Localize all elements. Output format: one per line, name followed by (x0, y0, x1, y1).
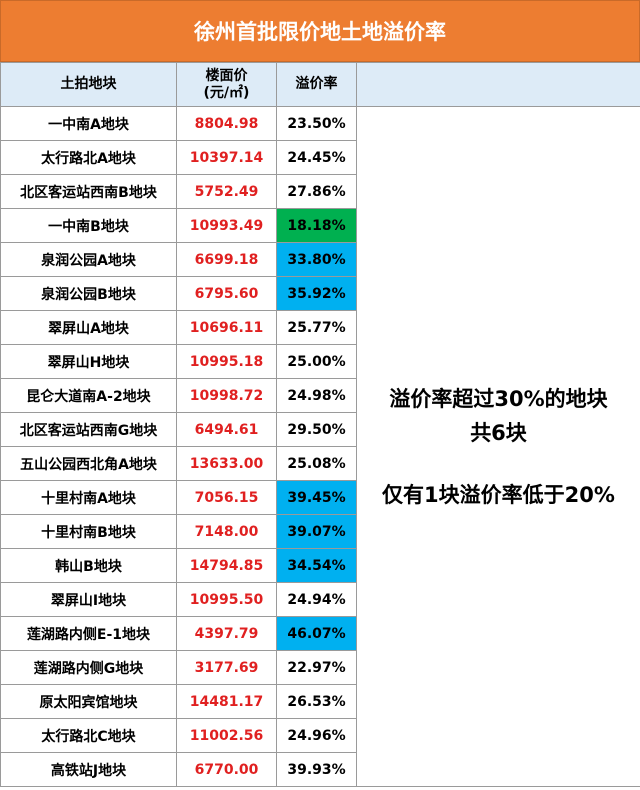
header-premium-rate: 溢价率 (276, 62, 357, 107)
floor-price-cell: 6770.00 (176, 752, 277, 787)
floor-price-cell: 14794.85 (176, 548, 277, 583)
land-name-cell: 莲湖路内侧G地块 (0, 650, 177, 685)
table-row: 北区客运站西南B地块 5752.49 27.86% (0, 174, 640, 209)
header-floor-price-line1: 楼面价 (205, 67, 248, 84)
summary-note-line3: 仅有1块溢价率低于20% (382, 482, 615, 507)
floor-price-cell: 4397.79 (176, 616, 277, 651)
land-name-cell: 泉润公园B地块 (0, 276, 177, 311)
summary-note-line2: 共6块 (470, 420, 527, 445)
premium-rate-cell: 39.45% (276, 480, 357, 515)
land-name-cell: 原太阳宾馆地块 (0, 684, 177, 719)
summary-note: 溢价率超过30%的地块 共6块仅有1块溢价率低于20% (358, 382, 640, 512)
premium-rate-cell: 24.94% (276, 582, 357, 617)
table-row: 一中南A地块 8804.98 23.50% 溢价率超过30%的地块 共6块仅有1块溢价率… (0, 106, 640, 787)
floor-price-cell: 11002.56 (176, 718, 277, 753)
land-name-cell: 昆仑大道南A-2地块 (0, 378, 177, 413)
premium-rate-cell: 25.77% (276, 310, 357, 345)
land-name-cell: 太行路北A地块 (0, 140, 177, 175)
table-row: 莲湖路内侧G地块 3177.69 22.97% (0, 650, 640, 685)
land-name-cell: 一中南A地块 (0, 106, 177, 141)
floor-price-cell: 6795.60 (176, 276, 277, 311)
header-floor-price-line2: (元/㎡) (203, 84, 250, 101)
land-name-cell: 翠屏山H地块 (0, 344, 177, 379)
land-name-cell: 翠屏山I地块 (0, 582, 177, 617)
floor-price-cell: 8804.98 (176, 106, 277, 141)
land-name-cell: 翠屏山A地块 (0, 310, 177, 345)
land-name-cell: 五山公园西北角A地块 (0, 446, 177, 481)
premium-rate-cell: 22.97% (276, 650, 357, 685)
floor-price-cell: 10995.50 (176, 582, 277, 617)
premium-rate-cell: 24.96% (276, 718, 357, 753)
floor-price-cell: 7056.15 (176, 480, 277, 515)
summary-note-cell: 溢价率超过30%的地块 共6块仅有1块溢价率低于20% (356, 106, 640, 787)
premium-rate-cell: 25.00% (276, 344, 357, 379)
floor-price-cell: 5752.49 (176, 174, 277, 209)
land-name-cell: 十里村南A地块 (0, 480, 177, 515)
land-name-cell: 韩山B地块 (0, 548, 177, 583)
floor-price-cell: 13633.00 (176, 446, 277, 481)
land-name-cell: 泉润公园A地块 (0, 242, 177, 277)
premium-rate-cell: 24.45% (276, 140, 357, 175)
floor-price-cell: 7148.00 (176, 514, 277, 549)
header-floor-price: 楼面价 (元/㎡) (176, 62, 277, 107)
floor-price-cell: 10696.11 (176, 310, 277, 345)
table-row: 原太阳宾馆地块 14481.17 26.53% (0, 684, 640, 719)
table-header-row: 土拍地块 楼面价 (元/㎡) 溢价率 (0, 62, 640, 107)
land-name-cell: 一中南B地块 (0, 208, 177, 243)
land-name-cell: 高铁站J地块 (0, 752, 177, 787)
header-blank (356, 62, 640, 107)
table-body: 一中南A地块 8804.98 23.50% 溢价率超过30%的地块 共6块仅有1块溢价率… (0, 106, 640, 787)
table-row: 太行路北C地块 11002.56 24.96% (0, 718, 640, 753)
premium-rate-cell: 23.50% (276, 106, 357, 141)
premium-rate-cell: 18.18% (276, 208, 357, 243)
floor-price-cell: 6699.18 (176, 242, 277, 277)
premium-rate-cell: 29.50% (276, 412, 357, 447)
table-row: 翠屏山H地块 10995.18 25.00% (0, 344, 640, 379)
premium-rate-cell: 39.93% (276, 752, 357, 787)
premium-rate-cell: 34.54% (276, 548, 357, 583)
land-name-cell: 太行路北C地块 (0, 718, 177, 753)
summary-note-line1: 溢价率超过30%的地块 (389, 386, 608, 411)
table-row: 莲湖路内侧E-1地块 4397.79 46.07% (0, 616, 640, 651)
land-name-cell: 北区客运站西南G地块 (0, 412, 177, 447)
floor-price-cell: 10993.49 (176, 208, 277, 243)
floor-price-cell: 6494.61 (176, 412, 277, 447)
table-row: 翠屏山I地块 10995.50 24.94% (0, 582, 640, 617)
page-title: 徐州首批限价地土地溢价率 (0, 0, 640, 62)
premium-rate-cell: 39.07% (276, 514, 357, 549)
land-name-cell: 莲湖路内侧E-1地块 (0, 616, 177, 651)
floor-price-cell: 10397.14 (176, 140, 277, 175)
premium-rate-cell: 35.92% (276, 276, 357, 311)
premium-rate-cell: 24.98% (276, 378, 357, 413)
table-row: 一中南B地块 10993.49 18.18% (0, 208, 640, 243)
table-row: 翠屏山A地块 10696.11 25.77% (0, 310, 640, 345)
floor-price-cell: 14481.17 (176, 684, 277, 719)
floor-price-cell: 3177.69 (176, 650, 277, 685)
land-premium-table: 土拍地块 楼面价 (元/㎡) 溢价率 一中南A地块 8804.98 23.50% 溢价… (0, 62, 640, 787)
land-name-cell: 十里村南B地块 (0, 514, 177, 549)
header-land-name: 土拍地块 (0, 62, 177, 107)
table-row: 韩山B地块 14794.85 34.54% (0, 548, 640, 583)
table-row: 高铁站J地块 6770.00 39.93% (0, 752, 640, 787)
premium-rate-cell: 33.80% (276, 242, 357, 277)
table-row: 北区客运站西南G地块 6494.61 29.50% (0, 412, 640, 447)
premium-rate-cell: 25.08% (276, 446, 357, 481)
table-row: 太行路北A地块 10397.14 24.45% (0, 140, 640, 175)
floor-price-cell: 10998.72 (176, 378, 277, 413)
premium-rate-cell: 26.53% (276, 684, 357, 719)
premium-rate-cell: 27.86% (276, 174, 357, 209)
floor-price-cell: 10995.18 (176, 344, 277, 379)
table-row: 泉润公园B地块 6795.60 35.92% (0, 276, 640, 311)
table-row: 泉润公园A地块 6699.18 33.80% (0, 242, 640, 277)
land-name-cell: 北区客运站西南B地块 (0, 174, 177, 209)
premium-rate-cell: 46.07% (276, 616, 357, 651)
